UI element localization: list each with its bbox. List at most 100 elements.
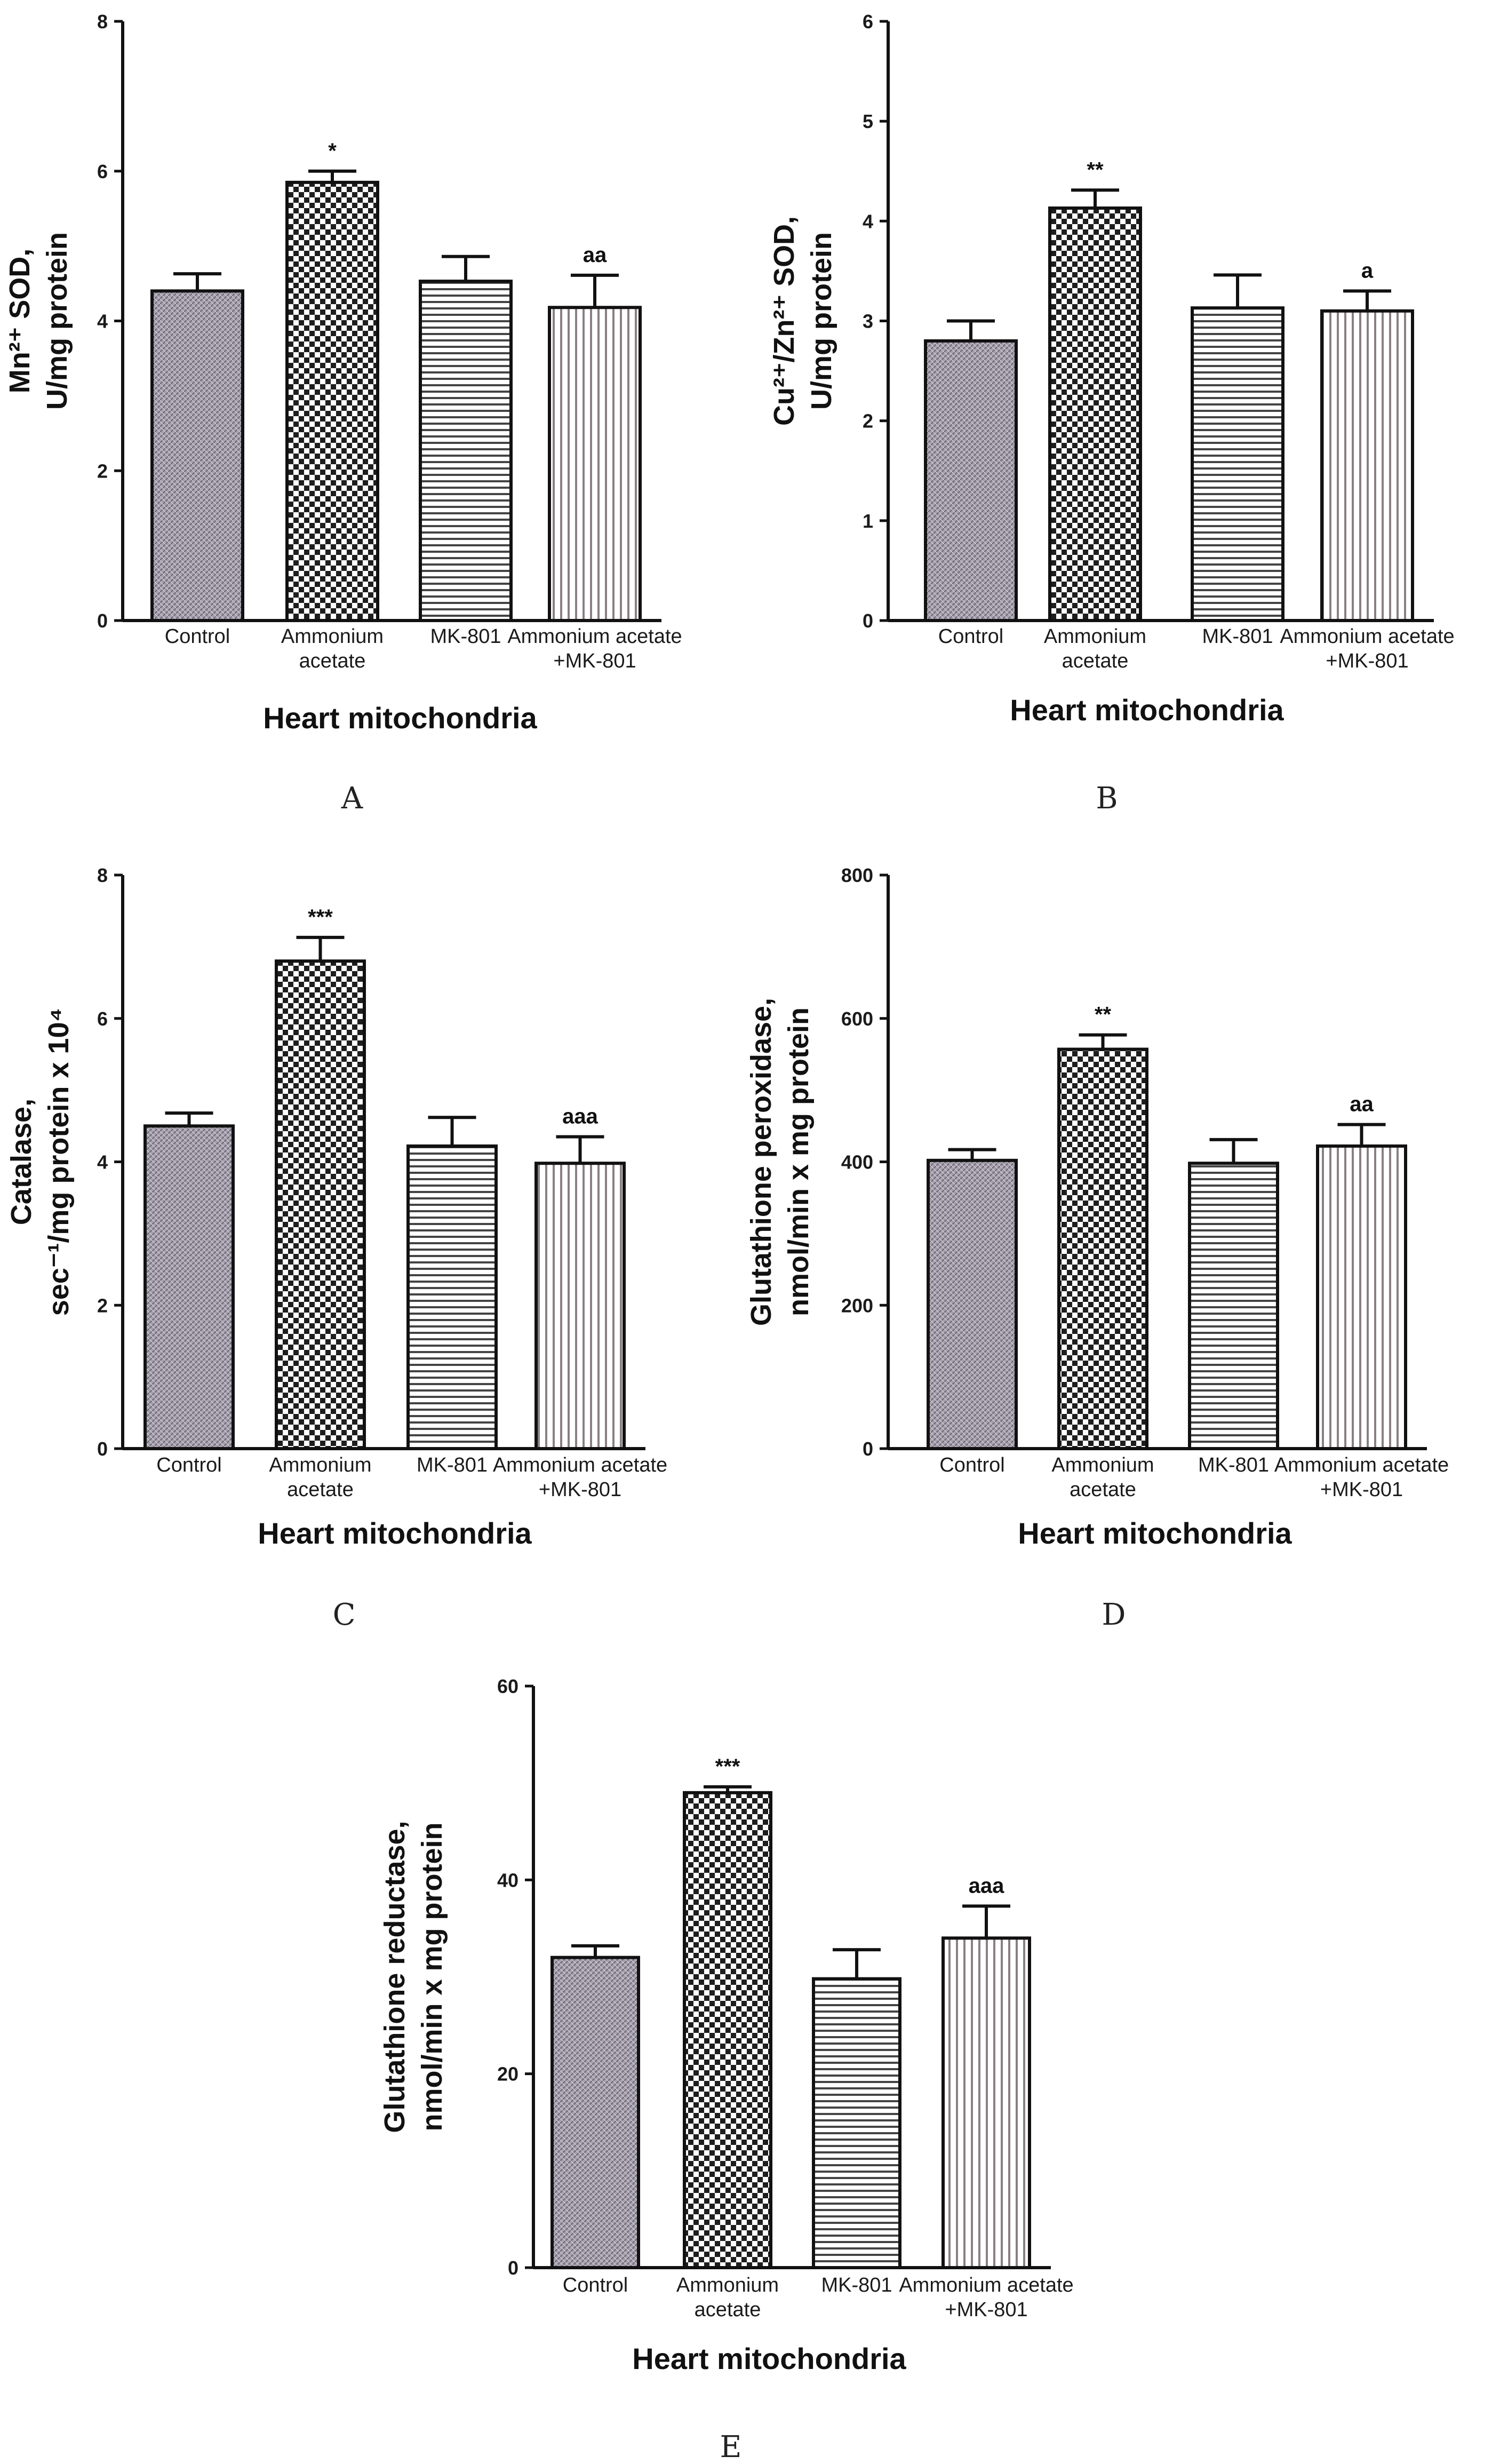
category-label: MK-801: [430, 625, 501, 648]
chart-panel-e: 0 20 40 60 Control *** Ammonium acetate MK-801 aa…: [379, 1675, 1074, 2464]
bar-ammonium-acetate: [683, 1791, 772, 2269]
y-axis-title: Cu²⁺/Zn²⁺ SOD,: [768, 216, 800, 426]
x-axis-title: Heart mitochondria: [1010, 693, 1284, 727]
bar-control: [550, 1956, 640, 2270]
category-label: Ammonium: [281, 625, 384, 648]
category-label: acetate: [287, 1479, 354, 1501]
category-label: Control: [563, 2274, 628, 2296]
y-tick-label: 1: [863, 510, 873, 532]
category-label: MK-801: [1202, 625, 1273, 648]
significance-marker: *: [328, 139, 337, 163]
panel-letter: A: [341, 781, 363, 816]
significance-marker: aa: [1350, 1093, 1374, 1116]
significance-marker: ***: [308, 905, 333, 929]
category-label: acetate: [1062, 650, 1129, 672]
bar-ammonium-acetate-mk-801: [534, 1162, 626, 1450]
bar-mk-801: [406, 1144, 498, 1450]
category-label: +MK-801: [1326, 650, 1408, 672]
category-label: acetate: [299, 650, 366, 672]
x-axis-title: Heart mitochondria: [263, 701, 537, 735]
category-label: Control: [939, 1454, 1005, 1476]
panel-letter: C: [333, 1597, 356, 1632]
y-tick-label: 0: [508, 2257, 518, 2279]
y-tick-label: 0: [863, 1438, 873, 1460]
y-tick-label: 2: [863, 410, 873, 432]
y-tick-label: 6: [97, 161, 108, 182]
category-label: MK-801: [417, 1454, 488, 1476]
y-axis-title: Glutathione peroxidase,: [745, 998, 777, 1326]
y-axis-title: U/mg protein: [41, 232, 73, 410]
y-tick-label: 200: [841, 1294, 873, 1316]
bar-control: [143, 1124, 235, 1450]
category-label: Ammonium acetate: [507, 625, 682, 648]
y-axis-title: nmol/min x mg protein: [416, 1822, 448, 2131]
y-tick-label: 2: [97, 460, 108, 482]
significance-marker: ***: [715, 1755, 740, 1778]
panel-letter: D: [1102, 1597, 1126, 1632]
x-axis-title: Heart mitochondria: [632, 2342, 906, 2375]
y-axis-title: Mn²⁺ SOD,: [4, 249, 36, 393]
category-label: Control: [938, 625, 1004, 648]
y-tick-label: 6: [97, 1008, 108, 1030]
y-tick-label: 60: [497, 1675, 518, 1697]
y-tick-label: 800: [841, 864, 873, 886]
significance-marker: aaa: [969, 1874, 1004, 1897]
y-tick-label: 4: [863, 210, 873, 232]
chart-panel-d: 0 200 400 600 800 Control ** Ammonium acetate MK-…: [745, 864, 1449, 1632]
y-tick-label: 6: [863, 11, 873, 33]
y-tick-label: 3: [863, 311, 873, 332]
bar-control: [150, 289, 244, 622]
bar-mk-801: [812, 1977, 901, 2269]
y-tick-label: 8: [97, 864, 108, 886]
category-label: acetate: [1070, 1479, 1136, 1501]
significance-marker: **: [1087, 158, 1104, 181]
x-axis-title: Heart mitochondria: [1018, 1516, 1292, 1550]
category-label: Ammonium: [676, 2274, 779, 2296]
panel-letter: E: [720, 2430, 742, 2464]
y-tick-label: 400: [841, 1151, 873, 1173]
category-label: +MK-801: [553, 650, 636, 672]
y-tick-label: 0: [863, 610, 873, 632]
y-tick-label: 5: [863, 110, 873, 132]
y-tick-label: 8: [97, 11, 108, 33]
y-tick-label: 2: [97, 1294, 108, 1316]
bar-ammonium-acetate: [1048, 206, 1142, 623]
bar-ammonium-acetate-mk-801: [548, 306, 642, 622]
bar-ammonium-acetate-mk-801: [942, 1936, 1031, 2269]
category-label: Control: [156, 1454, 222, 1476]
significance-marker: aaa: [562, 1104, 598, 1128]
chart-panel-c: 0 2 4 6 8 Control *** Ammonium acetate MK-801 aaa A…: [5, 864, 667, 1632]
bar-ammonium-acetate-mk-801: [1316, 1144, 1407, 1450]
bar-control: [927, 1158, 1018, 1450]
bar-mk-801: [419, 280, 513, 622]
y-axis-title: U/mg protein: [805, 232, 837, 410]
category-label: Ammonium acetate: [493, 1454, 667, 1476]
y-axis-title: nmol/min x mg protein: [783, 1007, 815, 1316]
category-label: MK-801: [821, 2274, 892, 2296]
x-axis-title: Heart mitochondria: [258, 1516, 532, 1550]
panel-letter: B: [1096, 781, 1118, 816]
category-label: Ammonium: [1044, 625, 1146, 648]
category-label: Ammonium acetate: [899, 2274, 1073, 2296]
bar-mk-801: [1191, 306, 1284, 622]
significance-marker: aa: [583, 243, 607, 267]
bar-ammonium-acetate: [275, 959, 366, 1450]
category-label: acetate: [695, 2299, 761, 2321]
y-axis-title: Glutathione reductase,: [379, 1821, 411, 2133]
category-label: Control: [165, 625, 230, 648]
y-axis-title: Catalase,: [5, 1099, 37, 1225]
bar-ammonium-acetate: [1057, 1047, 1148, 1450]
significance-marker: a: [1361, 259, 1374, 282]
category-label: +MK-801: [1320, 1479, 1403, 1501]
y-tick-label: 4: [97, 311, 108, 332]
category-label: Ammonium acetate: [1280, 625, 1454, 648]
bar-ammonium-acetate-mk-801: [1320, 309, 1414, 622]
category-label: Ammonium: [269, 1454, 371, 1476]
category-label: Ammonium acetate: [1274, 1454, 1449, 1476]
category-label: +MK-801: [539, 1479, 621, 1501]
bar-ammonium-acetate: [285, 180, 379, 622]
y-tick-label: 600: [841, 1008, 873, 1030]
category-label: +MK-801: [945, 2299, 1027, 2321]
